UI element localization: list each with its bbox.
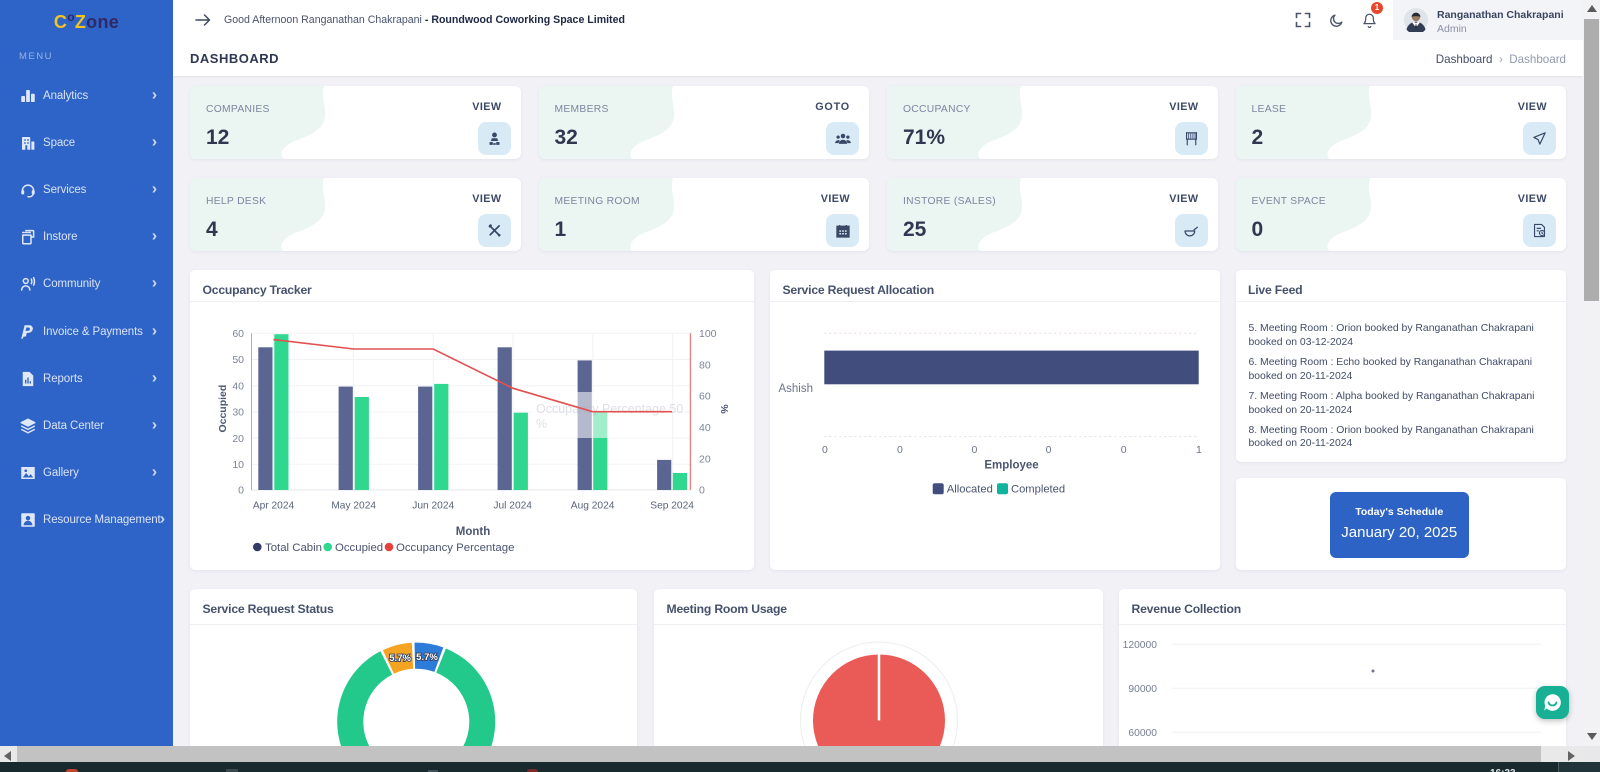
svg-text:0: 0: [897, 444, 903, 456]
svg-text:Occupancy Percentage: Occupancy Percentage: [396, 542, 514, 554]
svg-text:Occupancy Percentage 50: Occupancy Percentage 50: [536, 402, 683, 416]
svg-text:5.7%: 5.7%: [416, 652, 438, 663]
svg-text:20: 20: [232, 433, 244, 445]
svg-text:60000: 60000: [1128, 728, 1157, 739]
svg-text:80: 80: [699, 359, 711, 371]
svg-text:40: 40: [699, 422, 711, 434]
svg-text:60: 60: [232, 328, 244, 340]
svg-text:0: 0: [238, 485, 244, 497]
svg-text:Occupied: Occupied: [217, 385, 229, 433]
svg-text:90000: 90000: [1128, 684, 1157, 695]
svg-text:5.7%: 5.7%: [389, 653, 411, 664]
svg-text:0: 0: [1121, 444, 1127, 456]
svg-text:Employee: Employee: [984, 460, 1038, 472]
svg-text:%: %: [718, 404, 730, 414]
svg-text:0: 0: [971, 444, 977, 456]
svg-text:Apr 2024: Apr 2024: [253, 501, 295, 512]
svg-text:Ashish: Ashish: [778, 383, 813, 395]
svg-text:Sep 2024: Sep 2024: [650, 501, 694, 512]
svg-text:0: 0: [699, 485, 705, 497]
svg-text:60: 60: [699, 391, 711, 403]
svg-text:1: 1: [1196, 444, 1202, 456]
svg-text:Completed: Completed: [1011, 484, 1065, 496]
svg-text:May 2024: May 2024: [331, 501, 376, 512]
svg-text:0: 0: [822, 444, 828, 456]
svg-text:Month: Month: [456, 526, 490, 538]
svg-text:20: 20: [699, 453, 711, 465]
svg-text:Occupied: Occupied: [335, 542, 383, 554]
svg-text:%: %: [536, 417, 547, 431]
svg-text:0: 0: [1046, 444, 1052, 456]
svg-text:100: 100: [699, 328, 717, 340]
svg-text:120000: 120000: [1123, 640, 1158, 651]
svg-text:Aug 2024: Aug 2024: [571, 501, 615, 512]
svg-text:Allocated: Allocated: [947, 484, 993, 496]
svg-text:Jun 2024: Jun 2024: [412, 501, 454, 512]
svg-text:30: 30: [232, 407, 244, 419]
svg-text:10: 10: [232, 459, 244, 471]
svg-text:Jul 2024: Jul 2024: [493, 501, 532, 512]
svg-text:50: 50: [232, 354, 244, 366]
svg-text:Total Cabin: Total Cabin: [265, 542, 322, 554]
svg-text:40: 40: [232, 380, 244, 392]
